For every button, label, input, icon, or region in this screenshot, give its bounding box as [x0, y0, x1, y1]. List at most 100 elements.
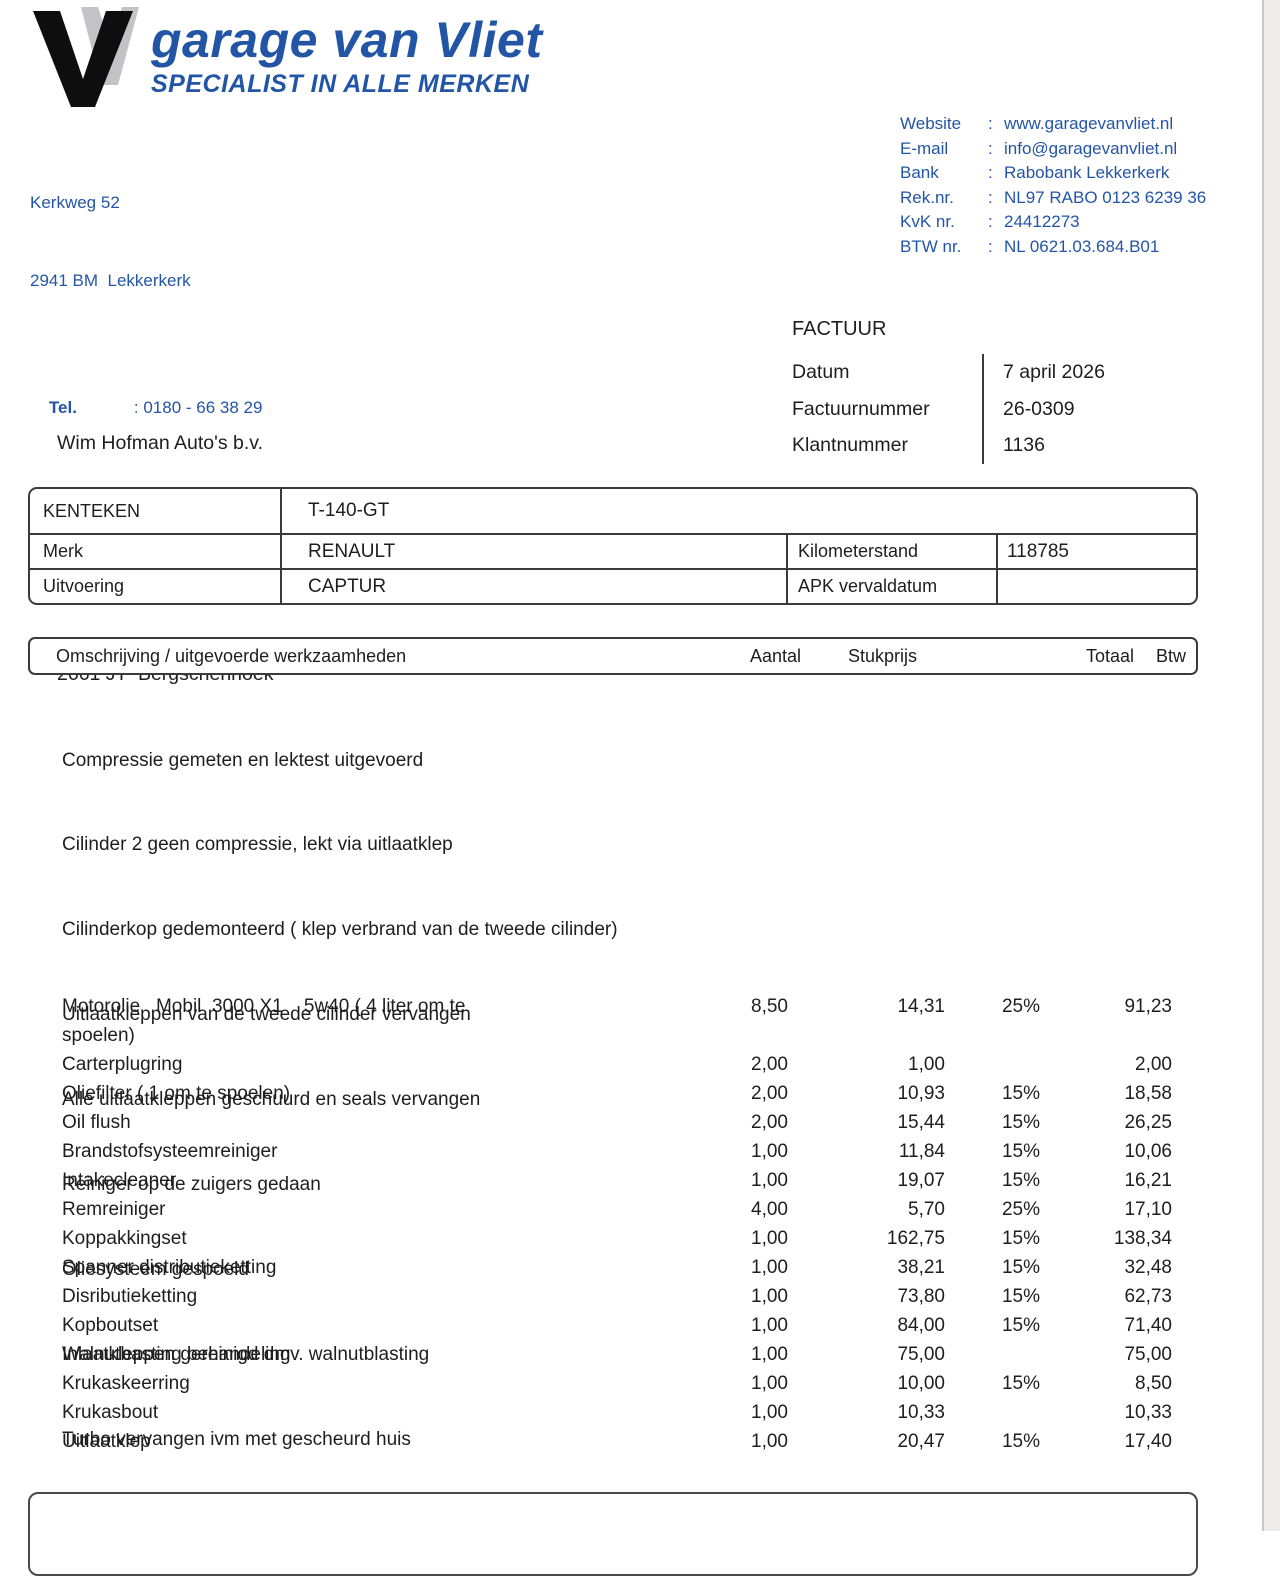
- item-aantal: 1,00: [751, 1228, 788, 1249]
- invoice-date-value: 7 april 2026: [982, 354, 1202, 391]
- brand-header: garage van Vliet SPECIALIST IN ALLE MERK…: [33, 7, 543, 109]
- item-totaal: 17,10: [1124, 1199, 1172, 1220]
- column-header-btw: Btw: [1155, 645, 1186, 666]
- company-phone-row: Tel.: 0180 - 66 38 29: [30, 369, 263, 447]
- item-aantal: 1,00: [751, 1315, 788, 1336]
- item-description: Koppakkingset: [62, 1228, 187, 1249]
- table-row: KENTEKEN T-140-GT: [30, 489, 1196, 533]
- item-aantal: 1,00: [751, 1431, 788, 1452]
- item-aantal: 1,00: [751, 1344, 788, 1365]
- work-line: Compressie gemeten en lektest uitgevoerd: [62, 749, 424, 771]
- work-description: Compressie gemeten en lektest uitgevoerd…: [62, 690, 618, 1567]
- item-aantal: 1,00: [751, 1286, 788, 1307]
- table-row: Intakecleaner 1,00 19,07 15% 16,21: [62, 1166, 1172, 1195]
- item-totaal: 91,23: [1124, 996, 1172, 1017]
- item-totaal: 32,48: [1124, 1257, 1172, 1278]
- uitvoering-label: Uitvoering: [43, 576, 125, 596]
- item-totaal: 18,58: [1124, 1083, 1172, 1104]
- table-row: Remreiniger 4,00 5,70 25% 17,10: [62, 1195, 1172, 1224]
- item-stukprijs: 20,47: [897, 1431, 945, 1452]
- contact-value-btw: NL 0621.03.684.B01: [1004, 236, 1160, 256]
- table-row: Spanner distributieketting 1,00 38,21 15…: [62, 1253, 1172, 1282]
- contact-colon: :: [988, 163, 993, 182]
- apk-label: APK vervaldatum: [786, 570, 996, 603]
- item-totaal: 16,21: [1124, 1170, 1172, 1191]
- item-description: Brandstofsysteemreiniger: [62, 1141, 278, 1162]
- uitvoering-value: CAPTUR: [280, 570, 786, 603]
- work-line: Cilinderkop gedemonteerd ( klep verbrand…: [62, 919, 618, 941]
- kenteken-label: KENTEKEN: [43, 500, 141, 521]
- phone-value: : 0180 - 66 38 29: [133, 398, 263, 417]
- customer-name: Wim Hofman Auto's b.v.: [57, 432, 264, 454]
- item-stukprijs: 5,70: [908, 1199, 945, 1220]
- item-stukprijs: 19,07: [897, 1170, 945, 1191]
- table-row: Disributieketting 1,00 73,80 15% 62,73: [62, 1282, 1172, 1311]
- item-korting-pct: 15%: [1001, 1315, 1040, 1336]
- item-totaal: 71,40: [1124, 1315, 1172, 1336]
- item-aantal: 2,00: [751, 1083, 788, 1104]
- item-korting-pct: 15%: [1001, 1083, 1040, 1104]
- item-korting-pct: [945, 1398, 1040, 1427]
- item-aantal: 1,00: [751, 1257, 788, 1278]
- kilometerstand-value: 118785: [996, 535, 1196, 568]
- item-totaal: 2,00: [1135, 1054, 1172, 1075]
- contact-label: Rek.nr.: [900, 187, 954, 207]
- item-korting-pct: [945, 1050, 1040, 1079]
- contact-value-email: info@garagevanvliet.nl: [1004, 138, 1178, 158]
- item-stukprijs: 1,00: [908, 1054, 945, 1075]
- table-row: Oliefilter ( 1 om te spoelen) 2,00 10,93…: [62, 1079, 1172, 1108]
- logo-name: garage van Vliet: [151, 12, 543, 68]
- item-description: Krukaskeerring: [62, 1373, 190, 1394]
- contact-label: KvK nr.: [900, 212, 955, 231]
- item-stukprijs: 75,00: [897, 1344, 945, 1365]
- item-korting-pct: 15%: [1001, 1170, 1040, 1191]
- item-description: Walnutbasting behandeling: [62, 1344, 291, 1365]
- item-korting-pct: [945, 1340, 1040, 1369]
- item-stukprijs: 73,80: [897, 1286, 945, 1307]
- column-header-aantal: Aantal: [749, 645, 801, 666]
- item-stukprijs: 162,75: [886, 1228, 945, 1249]
- item-stukprijs: 84,00: [897, 1315, 945, 1336]
- company-street: Kerkweg 52: [30, 193, 120, 212]
- item-description: Uitlaatklep: [62, 1431, 151, 1452]
- item-description: Carterplugring: [62, 1054, 183, 1075]
- item-description: Disributieketting: [62, 1286, 198, 1307]
- page-edge-margin: [1264, 0, 1280, 1531]
- table-row: Kopboutset 1,00 84,00 15% 71,40: [62, 1311, 1172, 1340]
- item-stukprijs: 38,21: [897, 1257, 945, 1278]
- table-row: Carterplugring 2,00 1,00 2,00: [62, 1050, 1172, 1079]
- kenteken-value: T-140-GT: [280, 489, 1196, 533]
- item-totaal: 26,25: [1124, 1112, 1172, 1133]
- invoice-line-items: Motorolie Mobil 3000 X1 5w40 ( 4 liter o…: [28, 992, 1198, 1456]
- column-header-group: Totaal Btw: [1035, 646, 1186, 667]
- contact-value-kvk: 24412273: [1004, 212, 1080, 231]
- item-totaal: 10,33: [1124, 1402, 1172, 1423]
- table-row: Brandstofsysteemreiniger 1,00 11,84 15% …: [62, 1137, 1172, 1166]
- item-aantal: 2,00: [751, 1112, 788, 1133]
- kilometerstand-label: Kilometerstand: [786, 535, 996, 568]
- company-contact-block: Website: www.garagevanvliet.nl E-mail: inf…: [900, 112, 1206, 259]
- item-aantal: 1,00: [751, 1402, 788, 1423]
- item-aantal: 1,00: [751, 1170, 788, 1191]
- item-description: Kopboutset: [62, 1315, 159, 1336]
- invoice-field-label: Datum: [792, 361, 850, 383]
- totals-box: [28, 1492, 1198, 1576]
- contact-value-bank: Rabobank Lekkerkerk: [1004, 163, 1170, 182]
- work-line: Oliesysteem gespoeld: [62, 1258, 249, 1280]
- logo-text: garage van Vliet SPECIALIST IN ALLE MERK…: [151, 7, 543, 109]
- item-aantal: 8,50: [751, 996, 788, 1017]
- invoice-fields: Datum 7 april 2026 Factuurnummer 26-0309 K…: [792, 354, 1202, 464]
- work-line: Alle uitlaatkleppen geschuurd en seals v…: [62, 1089, 481, 1111]
- invoice-meta: FACTUUR Datum 7 april 2026 Factuurnummer 2…: [792, 318, 1202, 464]
- contact-label: Bank: [900, 163, 939, 182]
- contact-colon: :: [988, 236, 993, 256]
- items-table-header: Omschrijving / uitgevoerde werkzaamheden…: [28, 637, 1198, 675]
- contact-label: E-mail: [900, 138, 949, 158]
- invoice-title: FACTUUR: [792, 318, 887, 340]
- table-row: Krukasbout 1,00 10,33 10,33: [62, 1398, 1172, 1427]
- item-stukprijs: 10,00: [897, 1373, 945, 1394]
- item-totaal: 62,73: [1124, 1286, 1172, 1307]
- item-description: Remreiniger: [62, 1199, 166, 1220]
- work-line: Uitlaatkleppen van de tweede cilinder ve…: [62, 1004, 471, 1026]
- item-korting-pct: 15%: [1001, 1431, 1040, 1452]
